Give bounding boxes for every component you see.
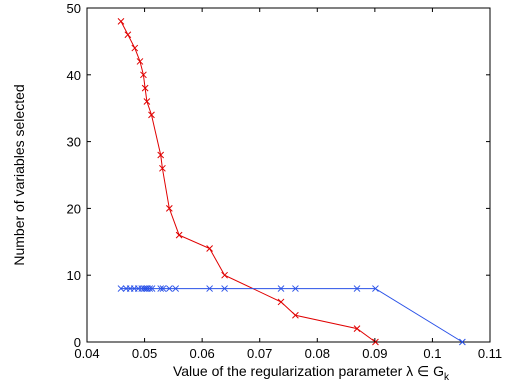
axis-ticks: 0.04 0.05 0.06 0.07 0.08 0.09 0.1 0.11 0 10 20 30 40…: [67, 1, 503, 361]
data-point: [292, 311, 299, 319]
x-tick-label: 0.04: [74, 346, 99, 361]
data-point: [117, 18, 125, 25]
data-point: [353, 285, 361, 292]
data-point: [124, 31, 132, 39]
data-point: [353, 325, 361, 332]
series-2: [117, 285, 466, 346]
data-point: [148, 285, 156, 292]
series-line: [120, 21, 376, 343]
data-point: [221, 285, 228, 292]
x-tick-label: 0.1: [423, 346, 441, 361]
data-point: [143, 98, 151, 105]
data-point: [175, 231, 183, 239]
data-point: [159, 164, 166, 172]
x-tick-label: 0.07: [247, 346, 272, 361]
data-point: [146, 285, 154, 292]
data-point: [292, 285, 299, 292]
data-point: [277, 298, 285, 306]
data-point: [140, 71, 147, 79]
y-tick-label: 30: [67, 135, 81, 150]
data-point: [157, 285, 165, 292]
y-tick-label: 20: [67, 201, 81, 216]
data-point: [148, 111, 155, 119]
x-tick-label: 0.06: [189, 346, 214, 361]
series-line: [121, 288, 463, 343]
data-point: [277, 285, 285, 292]
data-point: [172, 285, 180, 292]
data-point: [117, 285, 125, 292]
series-1: [117, 18, 379, 346]
y-tick-label: 40: [67, 68, 81, 83]
plot-frame: [86, 7, 491, 343]
data-point: [221, 271, 228, 279]
data-point: [459, 338, 466, 346]
x-axis-label: Value of the regularization parameter λ …: [173, 363, 450, 383]
data-point: [206, 245, 213, 252]
y-tick-label: 10: [67, 268, 81, 283]
data-point: [131, 44, 139, 52]
x-tick-label: 0.05: [132, 346, 157, 361]
x-axis-label-main: Value of the regularization parameter λ …: [173, 363, 444, 379]
data-point: [157, 151, 165, 159]
x-axis-label-subscript: k: [444, 372, 450, 383]
x-tick-label: 0.09: [362, 346, 387, 361]
y-tick-label: 50: [67, 1, 81, 16]
data-point: [206, 285, 213, 292]
data-point: [165, 285, 173, 292]
data-point: [372, 338, 379, 346]
x-tick-label: 0.11: [478, 346, 502, 361]
data-point: [141, 84, 149, 92]
data-point: [372, 285, 379, 292]
data-point: [159, 285, 167, 292]
y-tick-label: 0: [74, 335, 81, 350]
data-point: [136, 58, 144, 65]
x-tick-label: 0.08: [305, 346, 330, 361]
y-axis-label: Number of variables selected: [11, 84, 27, 265]
data-point: [165, 205, 173, 212]
plot-area: [86, 7, 491, 346]
